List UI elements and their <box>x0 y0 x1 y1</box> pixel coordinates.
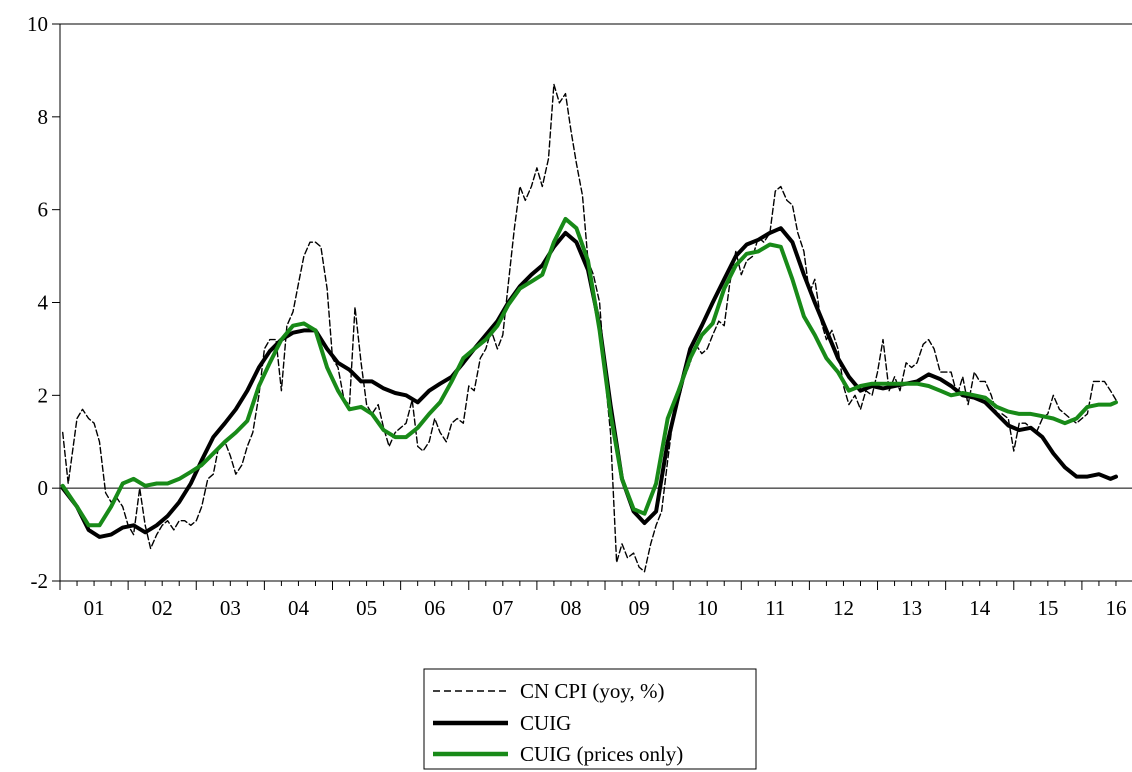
x-tick-label: 07 <box>492 596 513 620</box>
x-axis: 01 02 03 04 05 06 07 08 09 10 11 12 13 14 15 16 <box>59 581 1126 620</box>
x-tick-label: 16 <box>1105 596 1126 620</box>
x-tick-label: 02 <box>152 596 173 620</box>
x-tick-label: 05 <box>356 596 377 620</box>
legend-label-cuig-prices: CUIG (prices only) <box>520 742 683 766</box>
x-tick-label: 09 <box>629 596 650 620</box>
x-tick-label: 11 <box>765 596 785 620</box>
x-tick-label: 13 <box>901 596 922 620</box>
series-cuig-prices-line <box>60 216 1118 528</box>
x-tick-label: 04 <box>288 596 310 620</box>
x-tick-label: 12 <box>833 596 854 620</box>
y-tick-label: 0 <box>38 476 49 500</box>
y-tick-label: 4 <box>38 291 49 315</box>
series-cn-cpi-line <box>62 83 1117 573</box>
y-axis: -2 0 2 4 6 8 10 <box>27 12 60 593</box>
y-tick-label: 2 <box>38 383 49 407</box>
x-tick-label: 03 <box>220 596 241 620</box>
legend: CN CPI (yoy, %) CUIG CUIG (prices only) <box>423 668 757 770</box>
x-tick-label: 10 <box>697 596 718 620</box>
series-layer <box>60 83 1118 573</box>
x-tick-label: 15 <box>1037 596 1058 620</box>
y-tick-label: 8 <box>38 105 49 129</box>
x-tick-label: 08 <box>560 596 581 620</box>
legend-label-cuig: CUIG <box>520 711 571 735</box>
x-tick-label: 01 <box>84 596 105 620</box>
x-tick-label: 06 <box>424 596 445 620</box>
y-tick-label: -2 <box>31 569 49 593</box>
y-tick-label: 10 <box>27 12 48 36</box>
y-tick-label: 6 <box>38 198 49 222</box>
legend-label-cpi: CN CPI (yoy, %) <box>520 679 664 703</box>
x-tick-label: 14 <box>969 596 991 620</box>
